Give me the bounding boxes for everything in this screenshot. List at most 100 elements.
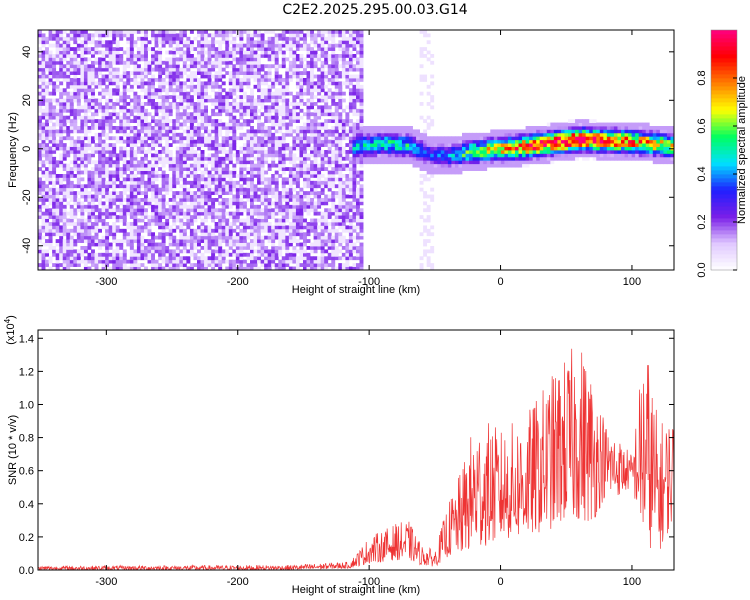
spectrogram-cell [105, 211, 110, 216]
spectrogram-cell [334, 177, 339, 182]
spectrogram-cell [281, 232, 286, 237]
spectrogram-cell [147, 71, 152, 75]
spectrogram-cell [62, 252, 67, 257]
spectrogram-cell [348, 201, 353, 206]
spectrogram-cell [189, 153, 194, 158]
spectrogram-cell [133, 180, 138, 185]
spectrogram-cell [352, 194, 357, 199]
spectrogram-cell [338, 102, 343, 106]
spectrogram-cell [126, 208, 131, 213]
spectrogram-cell [165, 108, 170, 113]
spectrogram-cell [341, 43, 346, 48]
spectrogram-cell [186, 95, 191, 99]
spectrogram-cell [165, 146, 170, 151]
spectrogram-cell [239, 47, 244, 51]
spectrogram-cell [228, 54, 233, 58]
spectrogram-cell [105, 60, 110, 65]
spectrogram-cell [197, 47, 201, 51]
spectrogram-cell [295, 259, 300, 264]
spectrogram-cell [264, 208, 269, 213]
spectrogram-cell [59, 204, 64, 209]
spectrogram-cell [246, 167, 251, 171]
spectrogram-cell [278, 163, 283, 168]
spectrogram-cell [338, 150, 343, 154]
spectrogram-cell [140, 57, 145, 62]
spectrogram-cell [295, 163, 300, 168]
spectrogram-cell [76, 54, 81, 58]
spectrogram-cell [274, 194, 279, 199]
spectrogram-cell [129, 232, 134, 237]
spectrogram-cell [197, 187, 201, 192]
spectrogram-cell [41, 60, 46, 65]
spectrogram-cell [151, 67, 155, 72]
spectrogram-cell [62, 163, 67, 168]
spectrogram-cell [80, 184, 85, 189]
spectrogram-cell [122, 167, 127, 171]
spectrogram-cell [161, 43, 166, 48]
spectrogram-cell [147, 88, 152, 93]
spectrogram-cell [165, 180, 170, 185]
spectrogram-cell [91, 105, 95, 110]
spectrogram-cell [129, 108, 134, 113]
spectrogram-cell [271, 126, 276, 130]
spectrogram-cell [45, 102, 49, 106]
spectrogram-cell [62, 242, 67, 247]
spectrogram-cell [250, 184, 254, 189]
spectrogram-cell [62, 184, 67, 189]
spectrogram-cell [122, 198, 127, 202]
spectrogram-cell [175, 36, 180, 41]
spectrogram-cell [324, 126, 329, 130]
spectrogram-cell [41, 102, 46, 106]
spectrogram-cell [115, 115, 120, 120]
spectrogram-cell [214, 228, 219, 233]
spectrogram-cell [48, 259, 53, 264]
spectrogram-cell [122, 126, 127, 130]
spectrogram-cell [218, 242, 223, 247]
spectrogram-cell [341, 60, 346, 65]
spectrogram-cell [140, 146, 145, 151]
spectrogram-cell [253, 30, 258, 34]
spectrogram-cell [94, 218, 99, 223]
spectrogram-cell [317, 108, 322, 113]
spectrogram-cell [98, 50, 102, 55]
spectrogram-cell [48, 167, 53, 171]
spectrogram-cell [115, 167, 120, 171]
spectrogram-cell [108, 54, 113, 58]
spectrogram-cell [172, 170, 177, 175]
spectrogram-cell [320, 84, 325, 89]
spectrogram-cell [278, 139, 283, 144]
spectrogram-cell [285, 167, 290, 171]
spectrogram-cell [115, 54, 120, 58]
spectrogram-cell [320, 252, 325, 257]
spectrogram-cell [334, 143, 339, 147]
spectrogram-cell [62, 98, 67, 103]
spectrogram-cell [264, 95, 269, 99]
spectrogram-cell [158, 81, 163, 86]
spectrogram-cell [274, 81, 279, 86]
spectrogram-cell [338, 105, 343, 110]
spectrogram-cell [341, 167, 346, 171]
spectrogram-cell [320, 198, 325, 202]
spectrogram-cell [281, 50, 286, 55]
spectrogram-cell [214, 222, 219, 226]
spectrogram-cell [147, 40, 152, 45]
spectrogram-cell [317, 225, 322, 230]
spectrogram-cell [122, 119, 127, 123]
spectrogram-cell [200, 112, 205, 117]
spectrogram-cell [292, 239, 297, 243]
spectrogram-cell [306, 153, 311, 158]
spectrogram-cell [218, 91, 223, 96]
spectrogram-cell [239, 81, 244, 86]
spectrogram-cell [189, 191, 194, 195]
spectrogram-cell [246, 47, 251, 51]
spectrogram-cell [197, 98, 201, 103]
spectrogram-cell [48, 160, 53, 165]
spectrogram-cell [211, 201, 216, 206]
spectrogram-cell [197, 50, 201, 55]
spectrogram-cell [221, 81, 226, 86]
spectrogram-cell [327, 187, 332, 192]
spectrogram-cell [253, 78, 258, 82]
spectrogram-cell [76, 225, 81, 230]
spectrogram-cell [87, 143, 92, 147]
spectrogram-cell [165, 67, 170, 72]
